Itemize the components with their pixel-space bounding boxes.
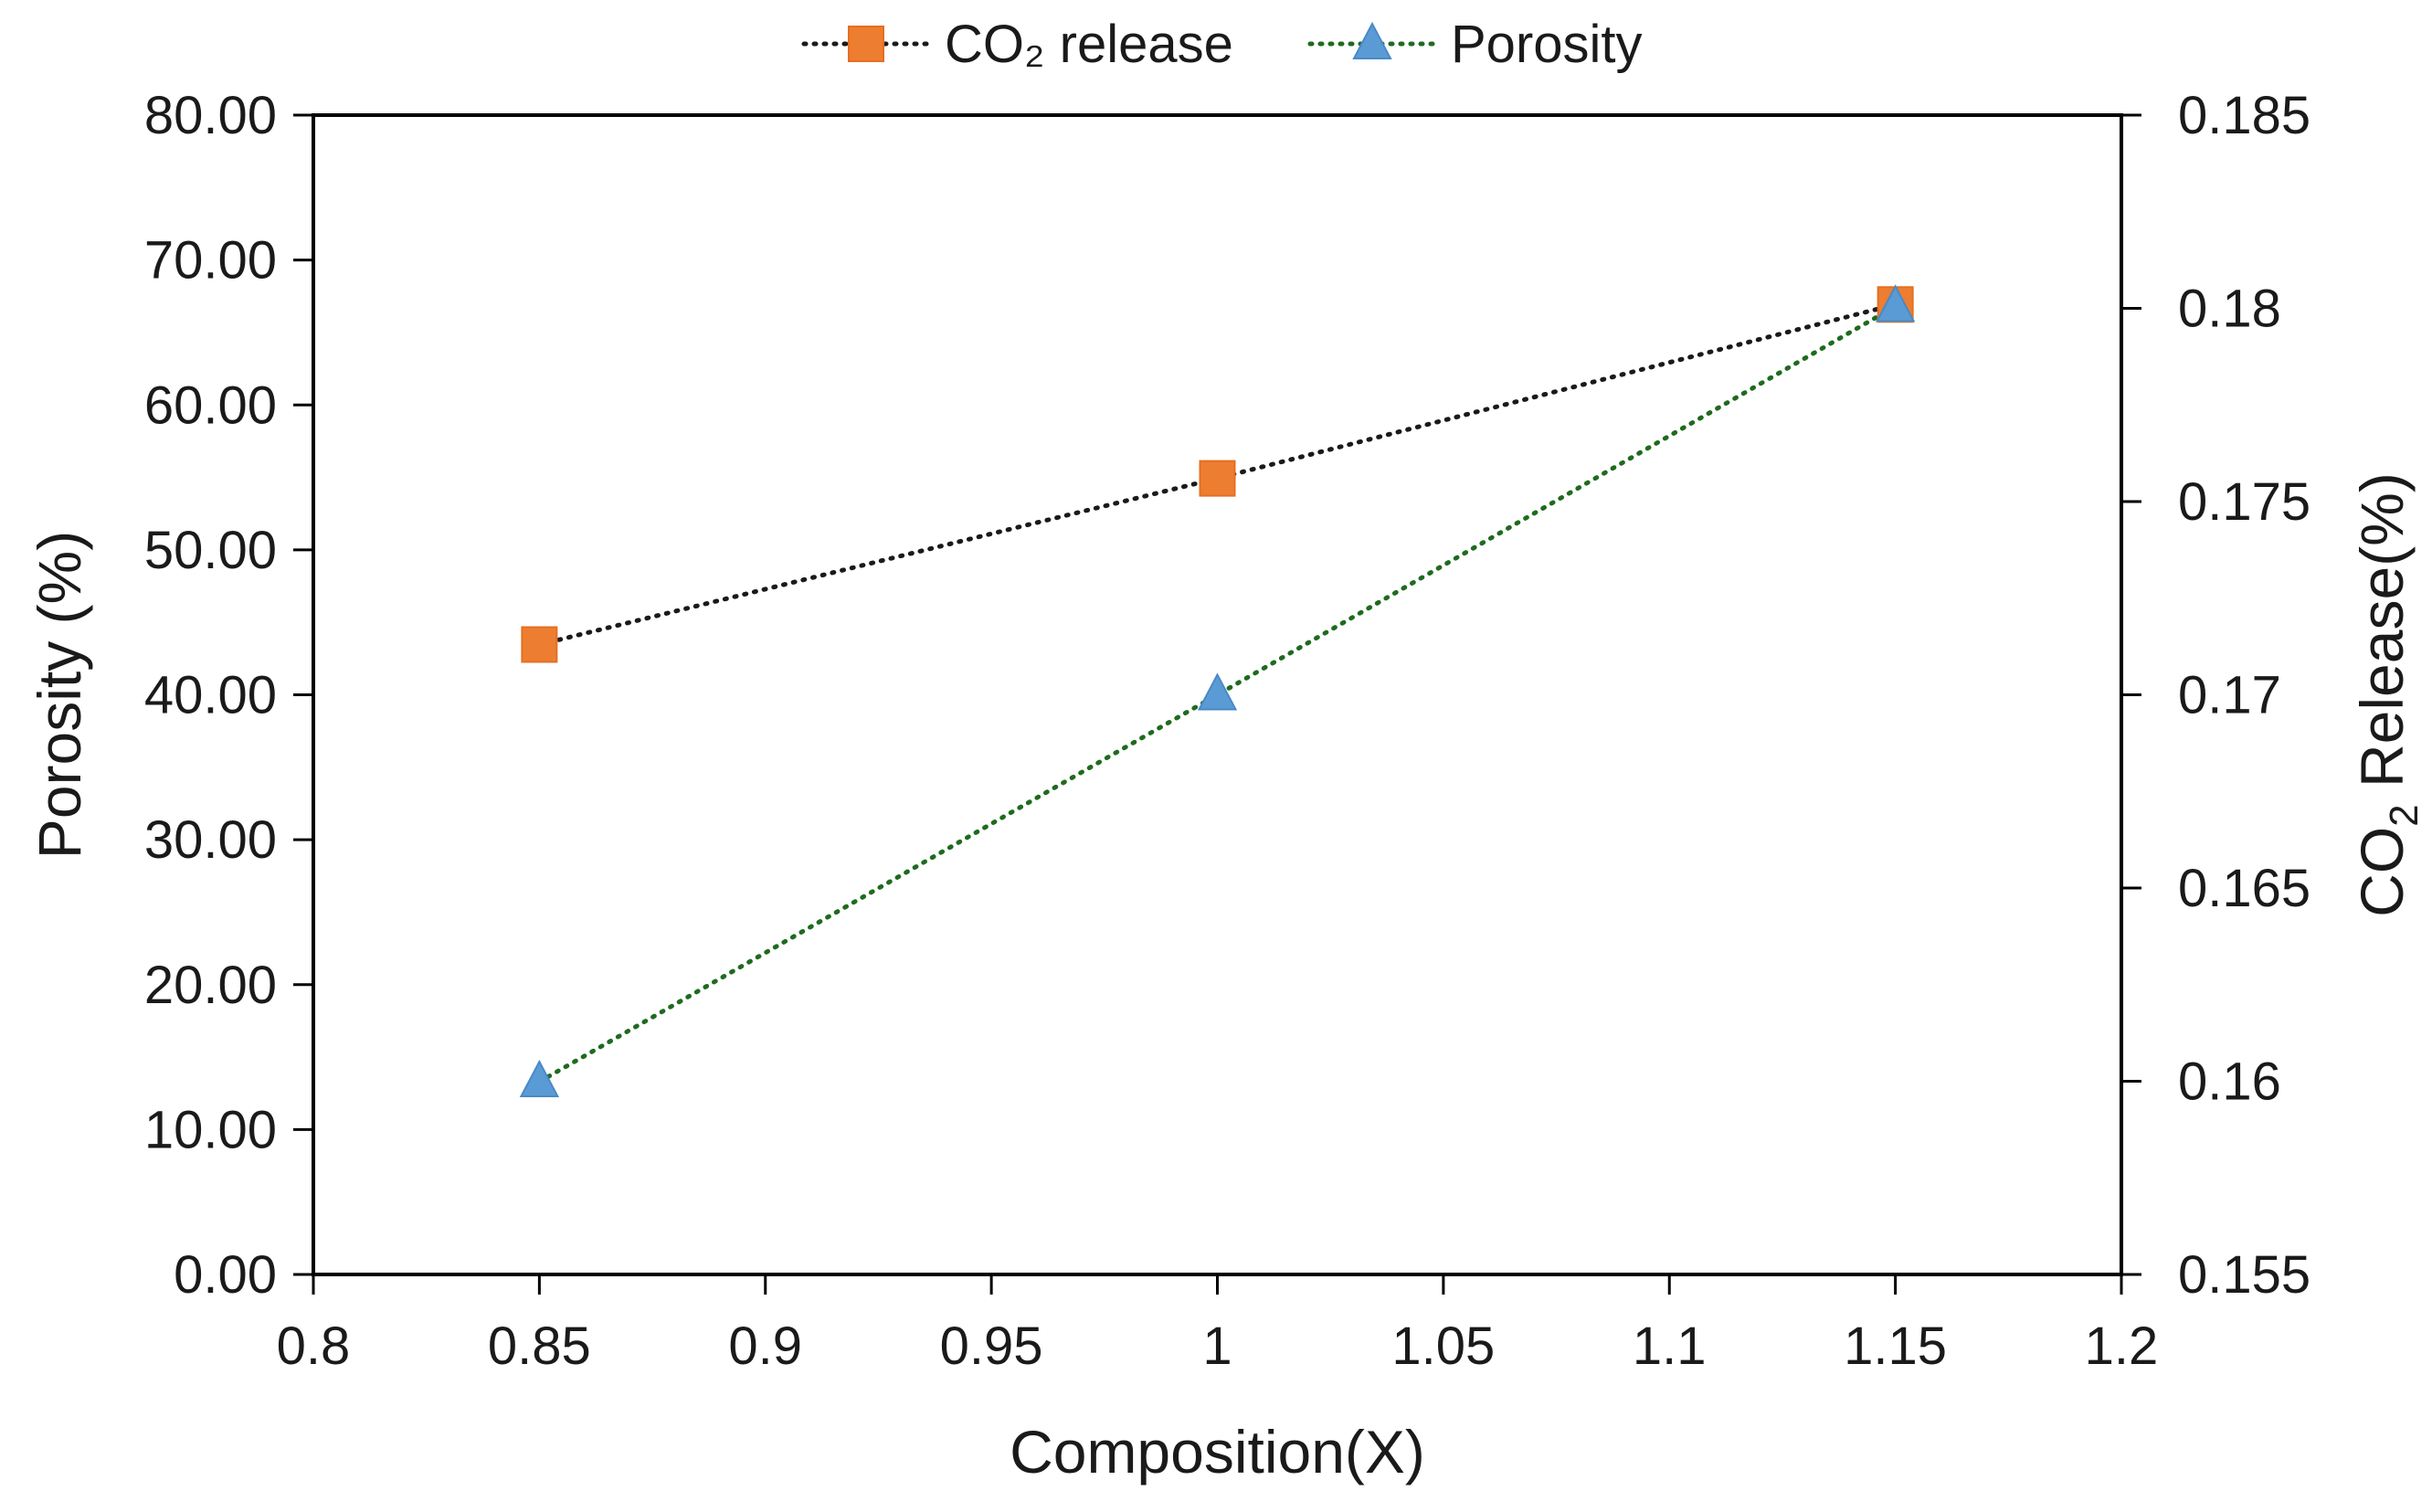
x-axis-title: Composition(X) bbox=[1010, 1418, 1425, 1486]
axes: 0.8 0.85 0.9 0.95 1 1.05 1.1 1.15 1.20.0010.0020… bbox=[26, 86, 2427, 1486]
series-line-co2-release bbox=[536, 301, 1898, 648]
y-tick-label: 80.00 bbox=[144, 86, 277, 145]
y2-axis-title-suffix: Release(%) bbox=[2348, 472, 2416, 804]
x-tick-label: 1.2 bbox=[2085, 1316, 2159, 1376]
legend-item-porosity: Porosity bbox=[1307, 15, 1643, 74]
y2-tick-label: 0.17 bbox=[2178, 666, 2281, 725]
y-tick-label: 0.00 bbox=[174, 1245, 277, 1305]
y2-tick-label: 0.16 bbox=[2178, 1052, 2281, 1112]
x-tick-label: 0.9 bbox=[728, 1316, 802, 1376]
data-point-porosity bbox=[1197, 672, 1238, 711]
y-tick-label: 60.00 bbox=[144, 375, 277, 435]
y2-tick-label: 0.155 bbox=[2178, 1245, 2310, 1305]
x-tick-label: 0.95 bbox=[940, 1316, 1043, 1376]
data-point-porosity bbox=[519, 1059, 560, 1098]
x-tick-label: 1 bbox=[1202, 1316, 1232, 1376]
y2-tick-label: 0.185 bbox=[2178, 86, 2310, 145]
legend-marker-porosity bbox=[1352, 21, 1392, 59]
legend: CO₂ release Porosity bbox=[801, 15, 1643, 74]
y2-tick-label: 0.18 bbox=[2178, 280, 2281, 339]
y-tick-label: 70.00 bbox=[144, 231, 277, 291]
legend-marker-co2-release bbox=[848, 26, 884, 62]
data-point-co2-release bbox=[1199, 460, 1236, 497]
x-tick-label: 1.05 bbox=[1391, 1316, 1495, 1376]
legend-item-co2-release: CO₂ release bbox=[801, 15, 1233, 74]
x-tick-label: 1.15 bbox=[1844, 1316, 1947, 1376]
y2-axis-title: CO2 Release(%) bbox=[2348, 472, 2427, 917]
series-markers bbox=[519, 284, 1916, 1098]
y2-axis-title-prefix: CO bbox=[2348, 827, 2416, 917]
data-point-porosity bbox=[1875, 284, 1916, 322]
x-tick-label: 1.1 bbox=[1633, 1316, 1707, 1376]
series-line-porosity bbox=[536, 303, 1898, 1084]
legend-label-porosity: Porosity bbox=[1451, 15, 1643, 74]
data-point-co2-release bbox=[521, 626, 558, 663]
y2-tick-label: 0.165 bbox=[2178, 859, 2310, 918]
y-axis-title: Porosity (%) bbox=[26, 531, 93, 859]
y2-tick-label: 0.175 bbox=[2178, 472, 2310, 532]
series-lines bbox=[536, 301, 1898, 1084]
y-tick-label: 30.00 bbox=[144, 810, 277, 870]
y-tick-label: 20.00 bbox=[144, 956, 277, 1015]
x-tick-label: 0.85 bbox=[488, 1316, 591, 1376]
x-tick-label: 0.8 bbox=[277, 1316, 351, 1376]
y2-axis-title-subscript: 2 bbox=[2382, 804, 2427, 826]
y-tick-label: 50.00 bbox=[144, 521, 277, 580]
y-tick-label: 10.00 bbox=[144, 1100, 277, 1159]
legend-label-co2-release: CO₂ release bbox=[945, 15, 1233, 74]
y-tick-label: 40.00 bbox=[144, 666, 277, 725]
